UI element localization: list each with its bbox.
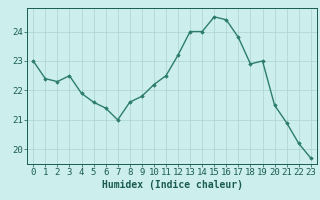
X-axis label: Humidex (Indice chaleur): Humidex (Indice chaleur) [101, 180, 243, 190]
